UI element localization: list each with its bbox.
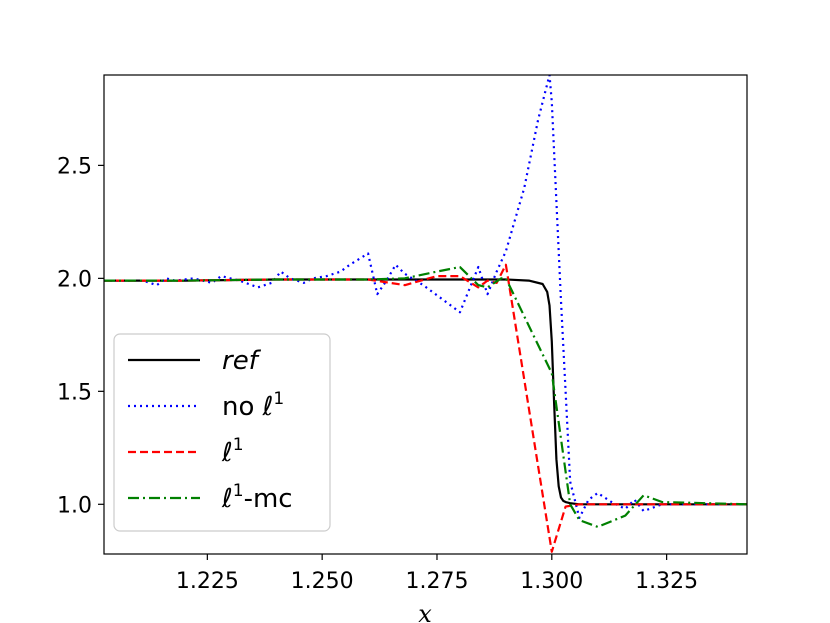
- legend-label-text-0: ref: [222, 346, 262, 376]
- series-layer: [104, 75, 747, 553]
- x-axis-label: x: [418, 600, 432, 623]
- legend-label-superscript-3: 1: [233, 481, 244, 501]
- legend-label-text-2: ℓ: [221, 438, 233, 468]
- y-tick-label-1: 1.5: [57, 380, 92, 405]
- legend-label-text-1: no ℓ: [222, 392, 273, 422]
- x-tick-label-1: 1.250: [291, 569, 354, 594]
- x-tick-label-0: 1.225: [176, 569, 239, 594]
- series-line-3: [104, 265, 747, 528]
- y-tick-label-0: 1.0: [57, 493, 92, 518]
- y-tick-label-3: 2.5: [57, 154, 92, 179]
- x-tick-label-4: 1.325: [635, 569, 698, 594]
- x-tick-label-3: 1.300: [520, 569, 583, 594]
- legend-label-1: no ℓ1: [222, 389, 284, 422]
- plot-frame: [103, 74, 748, 555]
- legend-label-suffix-3: -mc: [244, 484, 293, 514]
- y-tick-label-2: 2.0: [57, 267, 92, 292]
- ticks-layer: 1.225 1.250 1.275 1.300 1.325 1.0 1.5 2.0 2.5: [57, 154, 698, 594]
- legend-box: [113, 333, 331, 532]
- legend-label-0: ref: [222, 346, 262, 376]
- legend-label-3: ℓ1-mc: [221, 481, 293, 514]
- series-line-0: [104, 278, 747, 506]
- legend-label-text-3: ℓ: [221, 484, 233, 514]
- legend-label-superscript-2: 1: [233, 435, 244, 455]
- x-tick-label-2: 1.275: [405, 569, 468, 594]
- legend-label-superscript-1: 1: [273, 389, 284, 409]
- legend-label-2: ℓ1: [221, 435, 244, 468]
